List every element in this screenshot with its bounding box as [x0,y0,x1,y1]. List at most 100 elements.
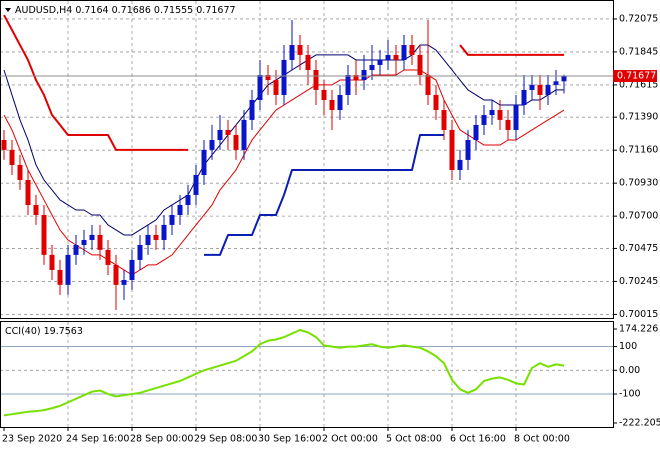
candle-body [409,45,415,55]
candle-body [489,110,495,116]
candle-body [129,259,135,280]
x-tick-label: 24 Sep 16:00 [66,434,129,445]
candle-body [561,76,567,82]
menu-arrow [5,8,11,12]
y-tick-label: 0.71615 [619,79,658,90]
candle-body [17,164,23,181]
candle-body [369,64,375,70]
candle-body [145,234,151,245]
candle-body [161,224,167,240]
candle-body [521,89,527,105]
candle-body [9,149,15,165]
x-tick-label: 2 Oct 00:00 [322,434,378,445]
candle-body [81,239,87,245]
cci-value: 19.7563 [44,326,83,337]
x-tick-label: 30 Sep 16:00 [258,434,321,445]
candle-body [329,99,335,111]
high: 0.71686 [112,5,151,16]
candle-body [185,194,191,205]
y-tick-label: 0.70475 [619,243,658,254]
y-tick-label: 0.71390 [619,112,658,123]
candle-body [473,124,479,140]
candle-body [241,119,247,150]
candle-body [497,110,503,120]
candle-body [257,75,263,100]
candle-body [49,254,55,270]
indicator-line [3,69,565,276]
indicator-line [459,44,564,56]
candle-body [57,269,63,285]
cci-header: CCI(40) 19.7563 [5,326,83,337]
x-tick-label: 5 Oct 08:00 [386,434,442,445]
price-panel-frame [0,0,614,319]
candle-body [281,59,287,95]
candle-body [321,89,327,100]
candle-body [513,104,519,130]
candle-body [305,54,311,70]
y-tick-label: 174.226 [619,324,658,335]
open: 0.7164 [75,5,108,16]
candle-body [201,149,207,175]
candle-body [553,81,559,85]
indicator-line [3,14,188,151]
candle-body [33,204,39,216]
y-tick-label: 0.70015 [619,309,658,320]
x-tick-label: 6 Oct 16:00 [450,434,506,445]
y-tick-label: 0.70245 [619,276,658,287]
chart-header: AUDUSD,H4 0.7164 0.71686 0.71555 0.71677 [15,5,236,16]
candle-body [233,134,239,150]
candle-body [193,174,199,195]
candle-body [449,129,455,170]
candle-body [121,279,127,285]
candle-body [457,159,463,170]
candle-body [545,84,551,95]
x-tick-label: 28 Sep 00:00 [130,434,193,445]
price-label-box [613,70,657,83]
cci-line [3,329,565,417]
y-tick-label: 0.00 [619,365,640,376]
x-tick-label: 23 Sep 2020 [2,434,62,445]
low: 0.71555 [154,5,193,16]
candle-body [225,129,231,135]
candle-body [113,264,119,285]
candle-body [345,75,351,95]
y-tick-label: 0.72075 [619,13,658,24]
candle-body [105,249,111,265]
candle-body [417,54,423,76]
cci-name: CCI(40) [5,326,41,337]
y-tick-label: -222.2053 [619,418,660,429]
candle-body [217,129,223,140]
plot [1,14,567,417]
y-tick-label: -100 [619,389,641,400]
symbol: AUDUSD,H4 [15,5,72,16]
candle-body [1,139,7,150]
candle-body [425,75,431,95]
candle-body [337,94,343,111]
candle-body [393,54,399,60]
candle-body [481,115,487,125]
y-tick-label: 0.70700 [619,211,658,222]
x-tick-label: 8 Oct 00:00 [514,434,570,445]
x-tick-label: 29 Sep 08:00 [194,434,257,445]
y-tick-label: 0.71845 [619,46,658,57]
candle-body [97,234,103,250]
candle-body [265,75,271,81]
candle-body [73,244,79,255]
cci-panel-frame [0,321,614,428]
indicator-line [204,133,444,256]
candle-body [137,244,143,260]
y-tick-label: 0.70930 [619,178,658,189]
candle-body [361,69,367,81]
y-tick-label: 100 [619,341,637,352]
candle-body [353,75,359,81]
candle-body [401,45,407,60]
candle-body [529,84,535,90]
candle-body [209,139,215,150]
candle-body [505,119,511,130]
candle-body [313,69,319,90]
candle-body [385,54,391,60]
candle-body [377,59,383,65]
candle-body [169,215,175,225]
